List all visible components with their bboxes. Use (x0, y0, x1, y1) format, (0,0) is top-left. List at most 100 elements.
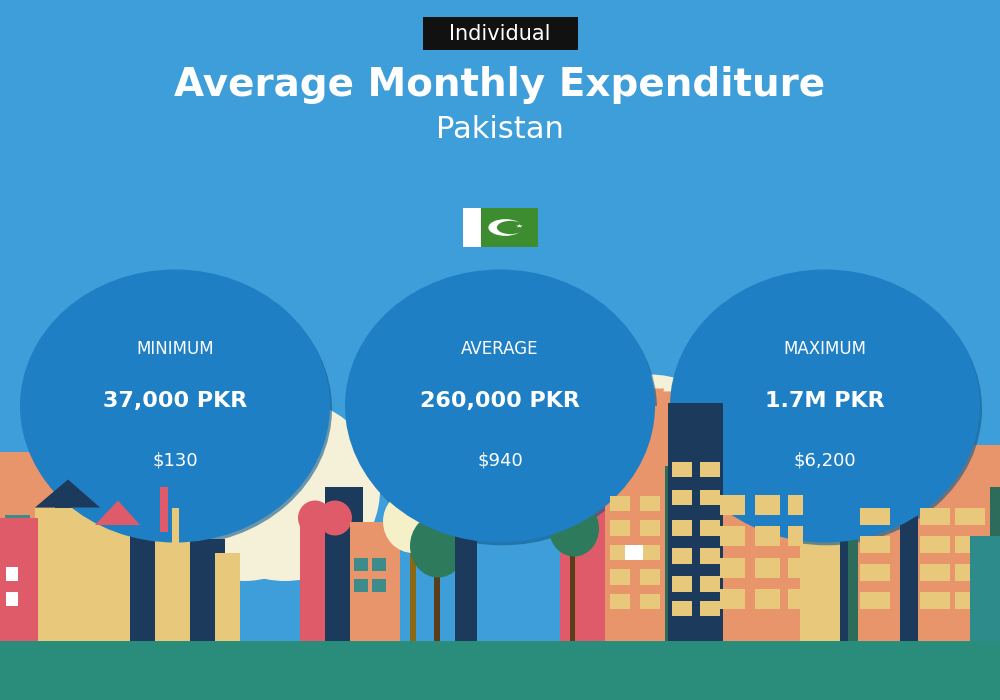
Bar (920, 564, 950, 581)
Text: MAXIMUM: MAXIMUM (784, 340, 866, 358)
Bar (610, 545, 630, 560)
Bar (481, 208, 538, 246)
Text: Pakistan: Pakistan (436, 115, 564, 144)
Bar (920, 508, 950, 525)
Ellipse shape (549, 500, 599, 556)
Bar (38, 514, 63, 532)
Text: 1.7M PKR: 1.7M PKR (765, 391, 885, 410)
Bar (860, 508, 890, 525)
Bar (38, 598, 63, 616)
Bar (795, 473, 850, 640)
Bar (5, 514, 30, 532)
Bar (755, 558, 780, 577)
Bar (848, 514, 858, 640)
Bar (640, 545, 660, 560)
Polygon shape (95, 398, 129, 448)
Bar (6, 567, 18, 581)
Bar (354, 579, 368, 592)
Text: AVERAGE: AVERAGE (461, 340, 539, 358)
Bar (160, 486, 168, 532)
Bar (720, 495, 745, 514)
Polygon shape (655, 391, 681, 438)
Bar (35, 508, 100, 640)
Bar (755, 495, 780, 514)
Ellipse shape (345, 270, 655, 542)
Bar (455, 504, 477, 640)
Polygon shape (37, 420, 95, 448)
Ellipse shape (555, 374, 745, 564)
Polygon shape (95, 407, 142, 448)
Bar (672, 576, 692, 592)
Bar (610, 520, 630, 536)
Bar (700, 462, 720, 477)
Polygon shape (48, 407, 95, 448)
Bar (215, 553, 240, 640)
Bar (38, 570, 63, 588)
Bar (788, 558, 803, 577)
Bar (434, 542, 440, 640)
Ellipse shape (535, 424, 685, 564)
Polygon shape (629, 391, 655, 438)
Bar (700, 601, 720, 616)
Ellipse shape (620, 406, 690, 476)
Ellipse shape (22, 272, 332, 545)
Bar (0, 518, 38, 640)
Text: Average Monthly Expenditure: Average Monthly Expenditure (174, 66, 826, 104)
Text: MINIMUM: MINIMUM (136, 340, 214, 358)
Bar (354, 558, 368, 570)
Bar (788, 589, 803, 609)
Bar (95, 525, 140, 640)
Bar (462, 208, 481, 246)
Text: $130: $130 (152, 452, 198, 470)
Polygon shape (95, 420, 153, 448)
Text: 260,000 PKR: 260,000 PKR (420, 391, 580, 410)
Bar (920, 592, 950, 609)
Ellipse shape (90, 466, 126, 536)
Bar (700, 576, 720, 592)
Text: $940: $940 (477, 452, 523, 470)
Bar (990, 486, 1000, 640)
Bar (855, 444, 1000, 640)
Bar (372, 579, 386, 592)
Bar (755, 526, 780, 546)
Bar (560, 500, 615, 640)
Bar (860, 536, 890, 553)
Bar (955, 592, 985, 609)
Bar (610, 594, 630, 609)
Bar (668, 402, 723, 640)
Bar (672, 490, 692, 505)
Text: 37,000 PKR: 37,000 PKR (103, 391, 247, 410)
Ellipse shape (57, 413, 133, 490)
Text: $6,200: $6,200 (794, 452, 856, 470)
Bar (5, 598, 30, 616)
Bar (0, 452, 72, 640)
Bar (672, 548, 692, 564)
Bar (105, 514, 111, 640)
Bar (38, 542, 63, 560)
Bar (715, 416, 800, 640)
Bar (720, 558, 745, 577)
Bar (422, 17, 578, 50)
Text: Individual: Individual (449, 24, 551, 43)
Bar (570, 536, 578, 640)
Polygon shape (655, 400, 696, 438)
Polygon shape (614, 400, 655, 438)
Bar (610, 569, 630, 584)
Polygon shape (61, 398, 95, 448)
Bar (672, 462, 692, 477)
Bar (955, 536, 985, 553)
Bar (625, 545, 643, 560)
Bar (700, 520, 720, 536)
Ellipse shape (410, 514, 466, 578)
Polygon shape (603, 413, 655, 438)
Bar (672, 520, 692, 536)
Bar (860, 592, 890, 609)
Polygon shape (516, 224, 523, 228)
Polygon shape (35, 480, 100, 508)
Bar (970, 536, 1000, 640)
Bar (788, 495, 803, 514)
Bar (788, 526, 803, 546)
Bar (640, 496, 660, 511)
Bar (700, 548, 720, 564)
Bar (300, 518, 342, 640)
